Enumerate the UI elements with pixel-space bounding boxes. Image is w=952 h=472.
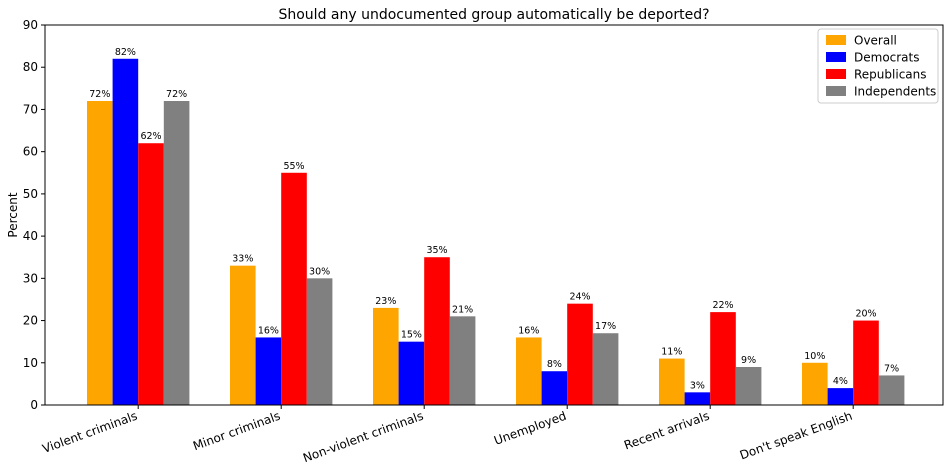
legend-label-democrats: Democrats <box>854 51 920 65</box>
bar-democrats-2 <box>398 341 425 405</box>
data-label-republicans-1: 55% <box>283 161 304 172</box>
data-label-republicans-4: 22% <box>712 300 733 311</box>
data-label-overall-4: 11% <box>661 347 682 358</box>
y-tick-label-50: 50 <box>23 187 38 201</box>
data-label-overall-0: 72% <box>89 89 110 100</box>
bar-democrats-5 <box>827 388 854 405</box>
legend-label-republicans: Republicans <box>854 68 927 82</box>
legend-swatch-democrats <box>826 52 846 62</box>
bar-republicans-1 <box>281 172 307 405</box>
bar-republicans-4 <box>710 312 736 405</box>
legend-label-independents: Independents <box>854 85 936 99</box>
y-tick-label-40: 40 <box>23 229 38 243</box>
category-label-3: Unemployed <box>492 409 568 448</box>
data-label-overall-3: 16% <box>518 325 539 336</box>
bar-democrats-0 <box>112 58 139 406</box>
data-label-independents-5: 7% <box>884 363 899 374</box>
bar-overall-1 <box>230 265 256 405</box>
legend-swatch-overall <box>826 35 846 45</box>
data-label-independents-3: 17% <box>595 321 616 332</box>
y-tick-label-0: 0 <box>30 398 38 412</box>
data-label-independents-2: 21% <box>452 304 473 315</box>
data-label-democrats-5: 4% <box>833 376 848 387</box>
bar-independents-3 <box>592 333 619 405</box>
bar-overall-5 <box>802 362 828 405</box>
bar-overall-2 <box>373 307 399 405</box>
category-label-0: Violent criminals <box>41 409 140 456</box>
bar-independents-2 <box>449 316 476 405</box>
data-label-independents-4: 9% <box>741 355 756 366</box>
y-tick-label-90: 90 <box>23 18 38 32</box>
bar-overall-0 <box>87 101 113 405</box>
y-tick-label-70: 70 <box>23 102 38 116</box>
legend-swatch-independents <box>826 86 846 96</box>
legend-box <box>817 28 939 104</box>
data-label-overall-5: 10% <box>804 351 825 362</box>
chart-title: Should any undocumented group automatica… <box>278 7 709 23</box>
category-label-2: Non-violent criminals <box>301 409 425 466</box>
legend: Overall Democrats Republicans Independents <box>817 28 939 104</box>
category-label-1: Minor criminals <box>191 409 282 454</box>
data-label-independents-0: 72% <box>166 89 187 100</box>
data-label-overall-2: 23% <box>375 296 396 307</box>
category-label-4: Recent arrivals <box>622 409 711 453</box>
data-label-independents-1: 30% <box>309 266 330 277</box>
bar-democrats-4 <box>684 392 711 405</box>
bar-independents-5 <box>878 375 905 405</box>
bar-overall-4 <box>659 358 685 405</box>
data-label-republicans-3: 24% <box>569 292 590 303</box>
y-tick-label-10: 10 <box>23 356 38 370</box>
y-tick-label-30: 30 <box>23 271 38 285</box>
bar-republicans-0 <box>138 143 164 405</box>
y-tick-label-60: 60 <box>23 145 38 159</box>
y-axis-label: Percent <box>6 192 20 237</box>
data-label-democrats-4: 3% <box>690 380 705 391</box>
y-tick-label-20: 20 <box>23 314 38 328</box>
bar-overall-3 <box>516 337 542 405</box>
data-label-republicans-0: 62% <box>140 131 161 142</box>
plot-area: 72% 33% 23% 16% 11% 10% 82% 16% 15% 8% 3% 4% 62% 55% 3… <box>23 18 944 466</box>
bar-independents-0 <box>163 101 190 405</box>
data-label-democrats-3: 8% <box>547 359 562 370</box>
data-label-democrats-0: 82% <box>115 47 136 58</box>
bar-democrats-3 <box>541 371 568 405</box>
legend-swatch-republicans <box>826 69 846 79</box>
bar-republicans-2 <box>424 257 450 405</box>
legend-label-overall: Overall <box>854 34 897 48</box>
data-label-democrats-2: 15% <box>401 330 422 341</box>
bar-republicans-5 <box>853 320 879 405</box>
category-label-5: Don't speak English <box>738 409 854 463</box>
data-label-democrats-1: 16% <box>258 325 279 336</box>
bar-republicans-3 <box>567 303 593 405</box>
data-label-republicans-2: 35% <box>426 245 447 256</box>
plot-frame <box>44 24 944 406</box>
data-label-overall-1: 33% <box>232 254 253 265</box>
y-tick-label-80: 80 <box>23 60 38 74</box>
bar-independents-4 <box>735 367 762 405</box>
bar-independents-1 <box>306 278 333 405</box>
data-label-republicans-5: 20% <box>855 309 876 320</box>
bar-democrats-1 <box>255 337 282 405</box>
